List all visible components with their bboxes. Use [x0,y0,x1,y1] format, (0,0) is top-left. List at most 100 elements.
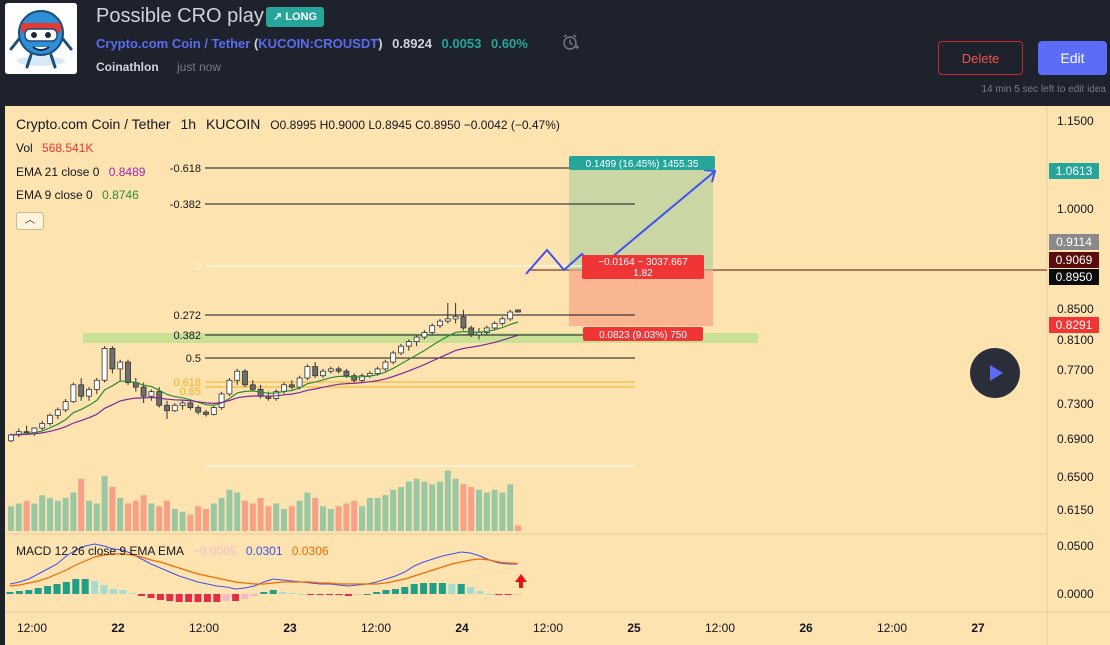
volume-bar [31,503,38,531]
macd-hist-bar [410,584,418,594]
volume-bar [413,478,420,531]
macd-hist-bar [100,585,108,594]
legend-collapse-button[interactable]: ︿ [16,212,44,230]
price-axis-labels: 1.0613 0.9114 0.9069 0.8950 0.8291 [1049,163,1099,333]
candle-body [171,404,178,412]
macd-hist-bar [222,594,230,601]
volume-bar [86,500,92,531]
legend-ema9: EMA 9 close 0 0.8746 [16,188,139,202]
author-avatar[interactable] [5,3,77,74]
volume-bar [351,500,358,531]
volume-bar [242,500,248,531]
macd-hist-bar [232,594,240,601]
candle-body [23,431,30,434]
macd-hist-bar [53,584,61,594]
volume-bar [491,489,498,531]
candle-body [296,377,303,388]
price-tick-label: 1.1500 [1057,114,1094,128]
author-name[interactable]: Coinathlon [96,60,159,74]
long-badge-label: LONG [285,11,318,23]
legend-volume: Vol 568.541K [16,141,93,155]
macd-hist-bar [119,590,127,594]
idea-header: Possible CRO play ↗ LONG Crypto.com Coin… [0,0,1110,106]
time-tick-label: 24 [455,621,469,635]
support-zone-rect [83,333,758,343]
volume-bar [15,503,22,531]
candle-body [86,388,92,397]
candle-body [288,384,295,388]
volume-bar [398,487,404,531]
volume-bar [70,492,77,531]
edit-button[interactable]: Edit [1038,41,1107,75]
candle-body [312,366,319,377]
price-label-target-bg [1049,163,1099,179]
price-label-dark-red: 0.9069 [1056,253,1093,267]
price-tick-label: 0.6500 [1057,470,1094,484]
candle-body [70,384,77,403]
candle-body [218,393,225,408]
volume-bar [23,500,30,531]
legend-ema21-value: 0.8489 [108,165,146,179]
macd-hist-bar [185,594,193,602]
ninja-mascot-icon [5,3,77,74]
macd-hist-bar [438,583,446,594]
add-alert-clock-icon[interactable] [562,33,580,51]
candle-body [444,318,451,322]
edit-time-note: 14 min 5 sec left to edit idea [981,84,1106,95]
time-tick-label: 12:00 [17,621,47,635]
macd-hist-bar [147,594,155,598]
macd-hist-bar [279,592,287,594]
macd-hist-bar [344,594,352,596]
price-label-last-bg [1049,269,1099,285]
macd-hist-bar [485,594,493,595]
price-label-grey-bg [1049,234,1099,250]
macd-hist-bar [363,594,371,595]
macd-hist-bar [326,594,334,595]
chart-panel[interactable]: -0.618 -0.382 0 0.272 0.382 0.5 0.618 0.65 0.14… [5,106,1110,645]
volume-bar [460,484,467,531]
volume-bar [421,481,428,531]
macd-hist-bar [382,590,390,594]
legend-ohlc: O0.8995 H0.9000 L0.8945 C0.8950 −0.0042 … [270,118,560,132]
candle-body [195,407,202,413]
stop-label-bg [583,327,703,341]
volume-bar [390,489,397,531]
time-axis[interactable]: 12:00 22 12:00 23 12:00 24 12:00 25 12:00 26 12:00… [17,621,985,635]
macd-signal-line [9,553,518,587]
chevron-up-icon: ︿ [25,215,35,226]
volume-bar [499,492,506,531]
symbol-ticker-link[interactable]: KUCOIN:CROUSDT [258,36,379,51]
delete-button[interactable]: Delete [938,41,1023,75]
volume-bar [265,506,272,531]
candle-body [343,370,350,377]
symbol-name-link[interactable]: Crypto.com Coin / Tether [96,36,251,51]
volume-bar [101,476,108,531]
candle-body [54,409,61,416]
candle-body [62,401,69,411]
macd-hist-bar [514,594,522,595]
volume-bar [125,503,131,531]
candle-body [351,375,358,381]
time-tick-label: 12:00 [361,621,391,635]
macd-hist-bar [6,592,14,594]
volume-bar [382,495,389,531]
macd-hist-bar [34,588,42,594]
candle-body [109,348,116,370]
candle-body [515,309,521,313]
volume-bar [405,481,412,531]
time-tick-label: 12:00 [705,621,735,635]
candle-body [491,322,498,329]
price-tick-label: 0.6900 [1057,432,1094,446]
play-button[interactable] [970,348,1020,398]
price-axis[interactable]: 1.1500 1.0000 0.8500 0.8100 0.7700 0.7300 0.69… [1057,114,1094,517]
volume-bar [257,498,264,531]
macd-hist-bar [288,593,296,594]
volume-bar [93,503,100,531]
macd-hist-bar [476,591,484,594]
macd-hist-bar [307,594,315,595]
volume-bar [468,487,475,531]
candle-body [101,348,108,381]
macd-hist-bar [175,594,183,602]
